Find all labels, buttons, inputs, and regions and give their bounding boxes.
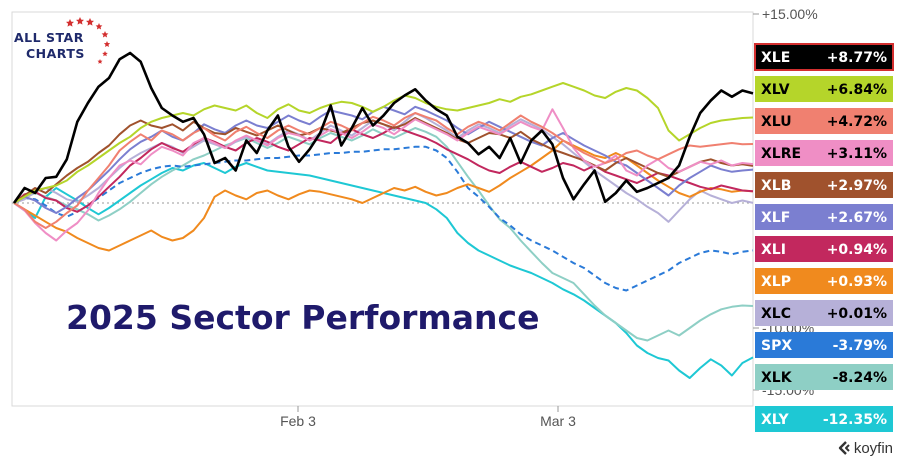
legend-value: +0.01% xyxy=(827,306,887,322)
koyfin-watermark: koyfin xyxy=(837,440,893,457)
legend-item-xlv: XLV +6.84% xyxy=(755,76,893,102)
series-line-xle xyxy=(12,51,754,204)
legend-ticker: XLRE xyxy=(761,146,801,162)
x-tick-label: Feb 3 xyxy=(280,413,316,429)
legend-item-xlu: XLU +4.72% xyxy=(755,108,893,134)
legend-ticker: XLE xyxy=(761,50,790,66)
series-lines xyxy=(12,51,754,379)
series-line-xlk xyxy=(13,127,754,342)
legend-ticker: XLF xyxy=(761,210,790,226)
logo-line-2: CHARTS xyxy=(26,46,85,61)
legend-value: +0.94% xyxy=(827,242,887,258)
legend-item-xlb: XLB +2.97% xyxy=(755,172,893,198)
all-star-charts-logo: ALL STAR CHARTS xyxy=(14,16,124,66)
legend-ticker: XLI xyxy=(761,242,786,258)
legend-ticker: XLY xyxy=(761,412,790,428)
x-tick-label: Mar 3 xyxy=(540,413,576,429)
legend-value: +8.77% xyxy=(827,50,887,66)
series-line-xlv xyxy=(13,82,754,204)
y-tick-label: +15.00% xyxy=(762,6,818,22)
stars-arc-icon xyxy=(66,17,111,64)
legend-item-xlp: XLP +0.93% xyxy=(755,268,893,294)
legend-swatch xyxy=(755,172,893,198)
legend-swatch xyxy=(755,76,893,102)
legend-swatch xyxy=(755,300,893,326)
legend-item-xlk: XLK -8.24% xyxy=(755,364,893,390)
plot-area-frame xyxy=(11,11,754,407)
legend-swatch xyxy=(755,236,893,262)
series-line-xlu xyxy=(13,112,754,229)
legend-value: +3.11% xyxy=(827,146,887,162)
legend-ticker: XLC xyxy=(761,306,791,322)
legend-swatch xyxy=(755,140,893,166)
legend-item-xle: XLE +8.77% xyxy=(754,43,894,71)
legend-value: +0.93% xyxy=(827,274,887,290)
legend-item-xly: XLY -12.35% xyxy=(755,406,893,432)
legend-swatch xyxy=(755,204,893,230)
legend-item-spx: SPX -3.79% xyxy=(755,332,893,358)
series-line-xli xyxy=(13,125,754,213)
legend-swatch xyxy=(755,108,893,134)
legend-item-xlf: XLF +2.67% xyxy=(755,204,893,230)
legend-value: +2.67% xyxy=(827,210,887,226)
legend-swatch xyxy=(755,406,893,432)
legend-value: +2.97% xyxy=(827,178,887,194)
legend-value: +4.72% xyxy=(827,114,887,130)
legend-value: +6.84% xyxy=(827,82,887,98)
legend-item-xli: XLI +0.94% xyxy=(755,236,893,262)
legend-ticker: SPX xyxy=(761,338,792,354)
series-line-xlp xyxy=(13,139,754,252)
legend-swatch xyxy=(755,332,893,358)
legend-swatch xyxy=(755,364,893,390)
koyfin-text: koyfin xyxy=(853,440,893,457)
legend-value: -12.35% xyxy=(823,412,887,428)
legend-ticker: XLB xyxy=(761,178,791,194)
legend-swatch xyxy=(754,43,894,71)
koyfin-logo-icon xyxy=(838,441,850,455)
chart-title: 2025 Sector Performance xyxy=(66,298,540,337)
legend-item-xlc: XLC +0.01% xyxy=(755,300,893,326)
legend: XLE +8.77% XLV +6.84% XLU +4.72% XLRE +3.11% XLB… xyxy=(754,43,894,432)
legend-ticker: XLV xyxy=(761,82,790,98)
legend-value: -8.24% xyxy=(833,370,887,386)
logo-line-1: ALL STAR xyxy=(14,30,84,45)
series-line-spx xyxy=(13,145,754,292)
legend-ticker: XLK xyxy=(761,370,793,386)
legend-swatch xyxy=(755,268,893,294)
legend-item-xlre: XLRE +3.11% xyxy=(755,140,893,166)
series-line-xlre xyxy=(13,108,754,242)
x-axis: Feb 3 Mar 3 xyxy=(280,406,576,429)
legend-ticker: XLP xyxy=(761,274,791,290)
legend-ticker: XLU xyxy=(761,114,792,130)
legend-value: -3.79% xyxy=(833,338,887,354)
series-line-xlb xyxy=(13,117,754,204)
series-line-xly xyxy=(13,162,754,379)
